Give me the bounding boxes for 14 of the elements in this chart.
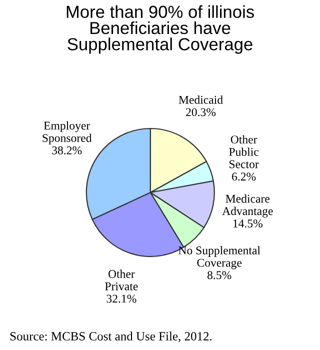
data-label: 6.2% — [232, 172, 256, 181]
slice-label: Employer Sponsored — [42, 121, 92, 144]
data-label: 38.2% — [52, 146, 82, 154]
slice-label: No Supplemental Coverage — [178, 246, 260, 270]
slice-label: Other Private — [105, 270, 138, 290]
data-label: 32.1% — [106, 294, 136, 303]
slice-label: Medicare Advantage — [222, 194, 273, 218]
slice-label: Other Public Sector — [229, 135, 259, 168]
data-label: 8.5% — [207, 271, 232, 280]
data-label: 14.5% — [233, 219, 262, 228]
slice-label: Medicaid — [178, 96, 223, 104]
data-label: 20.3% — [186, 108, 216, 116]
source-note: Source: MCBS Cost and Use File, 2012. — [10, 332, 212, 342]
chart-title: More than 90% of illinois Beneficiaries have Supplemental Coverage — [66, 5, 254, 54]
